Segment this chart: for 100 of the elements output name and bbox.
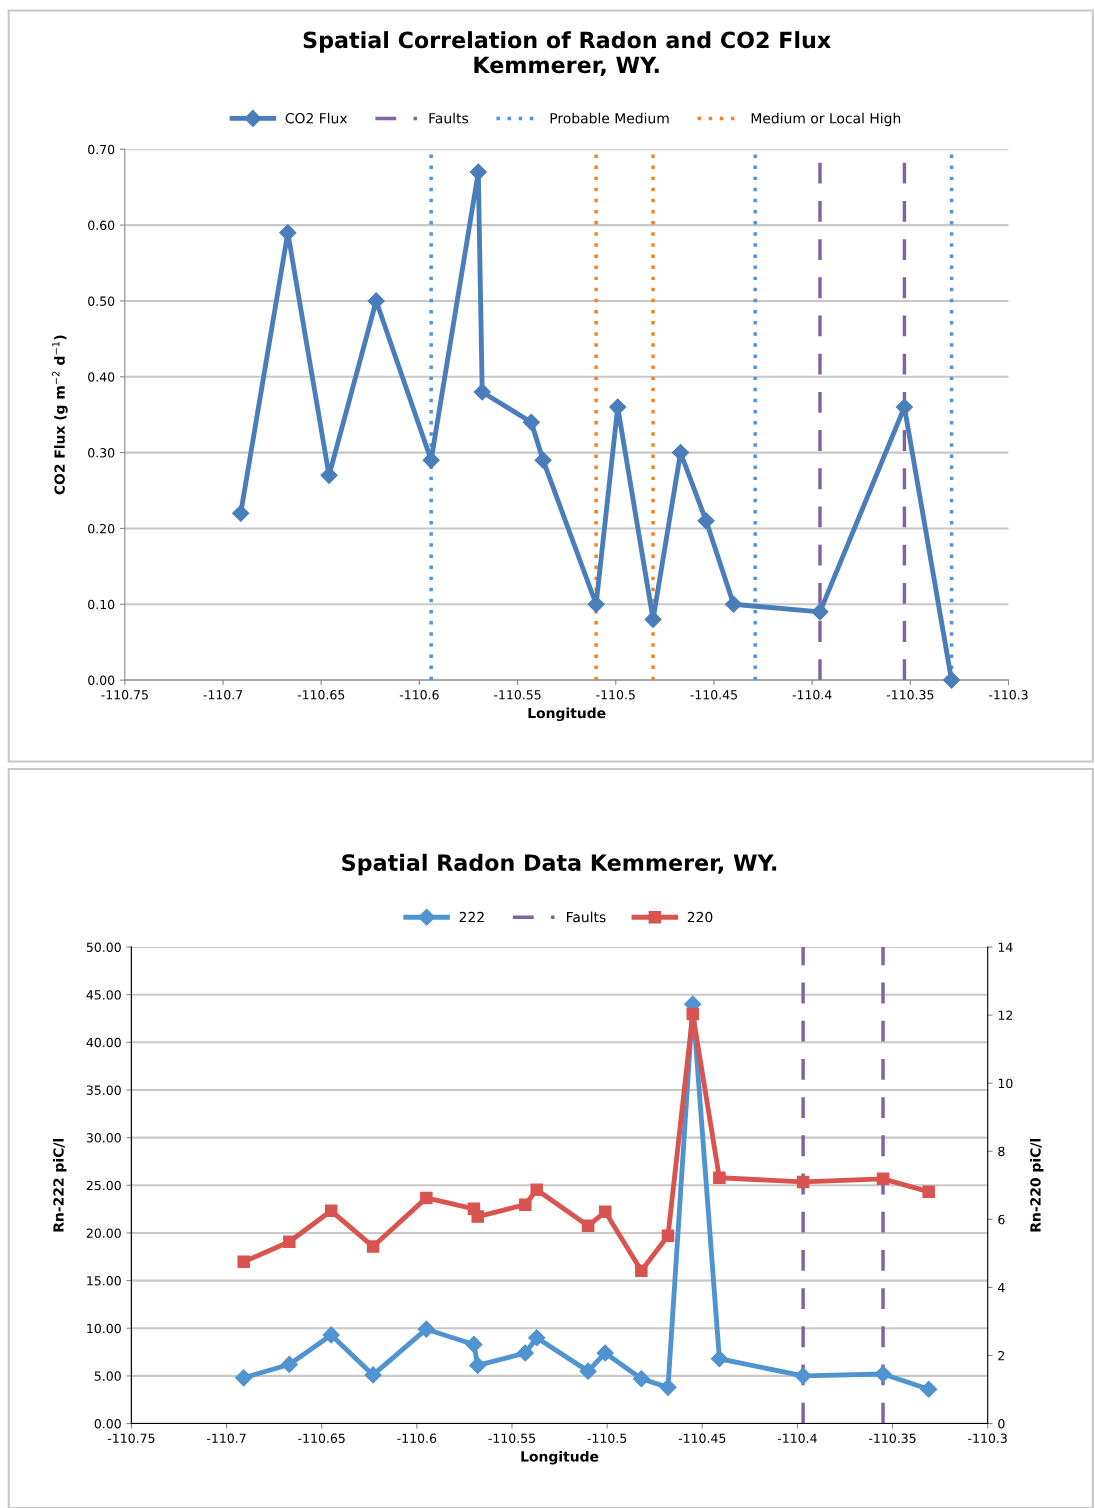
point [922, 1185, 935, 1199]
y-tick-label: 15.00 [87, 1276, 121, 1286]
point [811, 603, 829, 621]
y-tick-label: 0.40 [88, 372, 115, 382]
y-axis-title: CO2 Flux (g m$^{−2}$ d$^{−1}$) [52, 335, 68, 495]
x-tick-label: -110.6 [399, 690, 439, 700]
y-tick-label: 25.00 [86, 1180, 121, 1191]
y2-tick-label: 14 [998, 942, 1013, 952]
x-tick-label: -110.7 [207, 1433, 246, 1443]
x-tick-label: -110.5 [596, 690, 635, 700]
x-tick-label: -110.3 [968, 1433, 1007, 1443]
legend-label: Faults [567, 911, 606, 923]
point [237, 1255, 250, 1269]
legend-label: Probable Medium [550, 112, 669, 124]
x-tick-label: -110.65 [297, 690, 345, 700]
x-tick-label: -110.4 [777, 1433, 817, 1443]
y2-tick-label: 0 [998, 1419, 1005, 1429]
y-tick-label: 20.00 [86, 1228, 121, 1238]
point [530, 1183, 543, 1196]
legend-label: 220 [687, 911, 713, 923]
y-tick-label: 50.00 [86, 942, 121, 952]
y-tick-label: 30.00 [86, 1133, 121, 1143]
point [235, 1369, 253, 1387]
point [465, 1335, 483, 1354]
point [516, 1344, 534, 1362]
point [686, 1007, 699, 1021]
point [232, 504, 250, 522]
point [322, 1326, 340, 1344]
legend-label: Medium or Local High [751, 112, 901, 127]
point [420, 1191, 433, 1205]
y-tick-label: 0.10 [88, 599, 115, 610]
point [876, 1172, 890, 1186]
point [280, 1355, 298, 1374]
point [581, 1219, 595, 1233]
point [534, 451, 552, 469]
x-tick-label: -110.5 [587, 1433, 627, 1443]
point [920, 1380, 938, 1398]
y2-tick-label: 2 [998, 1350, 1005, 1361]
y-tick-label: 0.00 [94, 1419, 121, 1429]
y2-axis-title: Rn-220 piC/l [1029, 1139, 1044, 1232]
x-tick-label: -110.35 [869, 1433, 916, 1443]
point [661, 1229, 675, 1242]
point [598, 1205, 612, 1219]
point [874, 1365, 892, 1383]
y-tick-label: 40.00 [86, 1037, 121, 1048]
point [579, 1362, 597, 1380]
point [632, 1370, 650, 1388]
y2-tick-label: 4 [998, 1283, 1005, 1293]
point [796, 1175, 810, 1189]
point [469, 163, 487, 181]
y-tick-label: 0.00 [88, 675, 115, 686]
x-tick-label: -110.35 [886, 690, 934, 700]
y2-tick-label: 10 [998, 1078, 1013, 1089]
point [725, 595, 743, 613]
point [324, 1204, 338, 1218]
x-tick-label: -110.45 [678, 1433, 726, 1443]
y-tick-label: 0.70 [88, 144, 115, 155]
legend-label: CO2 Flux [285, 112, 348, 124]
point [283, 1235, 296, 1249]
legend-label: Faults [429, 112, 469, 124]
point [635, 1264, 648, 1277]
x-tick-label: -110.75 [107, 1433, 155, 1443]
chart-title: Spatial Radon Data Kemmerer, WY. [342, 853, 777, 876]
x-tick-label: -110.3 [988, 690, 1028, 700]
point [364, 1366, 382, 1384]
point [417, 1320, 435, 1338]
x-tick-label: -110.75 [101, 690, 148, 700]
x-axis-title: Longitude [528, 707, 606, 722]
point [469, 1356, 487, 1374]
x-tick-label: -110.65 [298, 1433, 345, 1443]
x-tick-label: -110.6 [397, 1433, 437, 1443]
y2-tick-label: 12 [998, 1010, 1013, 1020]
y-tick-label: 35.00 [86, 1085, 121, 1095]
y-tick-label: 0.60 [88, 220, 115, 231]
point [596, 1344, 614, 1362]
point [659, 1378, 677, 1396]
y2-tick-label: 8 [998, 1146, 1005, 1157]
y-tick-label: 45.00 [86, 990, 121, 1000]
x-tick-label: -110.7 [203, 690, 243, 700]
point [794, 1367, 812, 1385]
y-tick-label: 0.50 [88, 296, 115, 306]
point [367, 292, 385, 310]
point [473, 383, 491, 401]
y-tick-label: 0.30 [88, 448, 115, 458]
x-tick-label: -110.4 [792, 690, 832, 700]
x-tick-label: -110.55 [494, 690, 541, 700]
point [710, 1350, 728, 1368]
point [528, 1329, 546, 1347]
y-axis-title: Rn-222 piC/l [53, 1139, 67, 1232]
chart-title: Spatial Correlation of Radon and CO2 Flux Kemmerer, WY. [303, 31, 831, 77]
point [522, 413, 540, 431]
point [713, 1171, 726, 1185]
y2-tick-label: 6 [998, 1214, 1005, 1225]
point [366, 1240, 380, 1253]
point [697, 512, 715, 530]
y-tick-label: 5.00 [94, 1371, 121, 1381]
legend-label: 222 [459, 911, 484, 923]
point [471, 1210, 484, 1223]
y-tick-label: 0.20 [88, 523, 115, 534]
point [942, 671, 961, 689]
